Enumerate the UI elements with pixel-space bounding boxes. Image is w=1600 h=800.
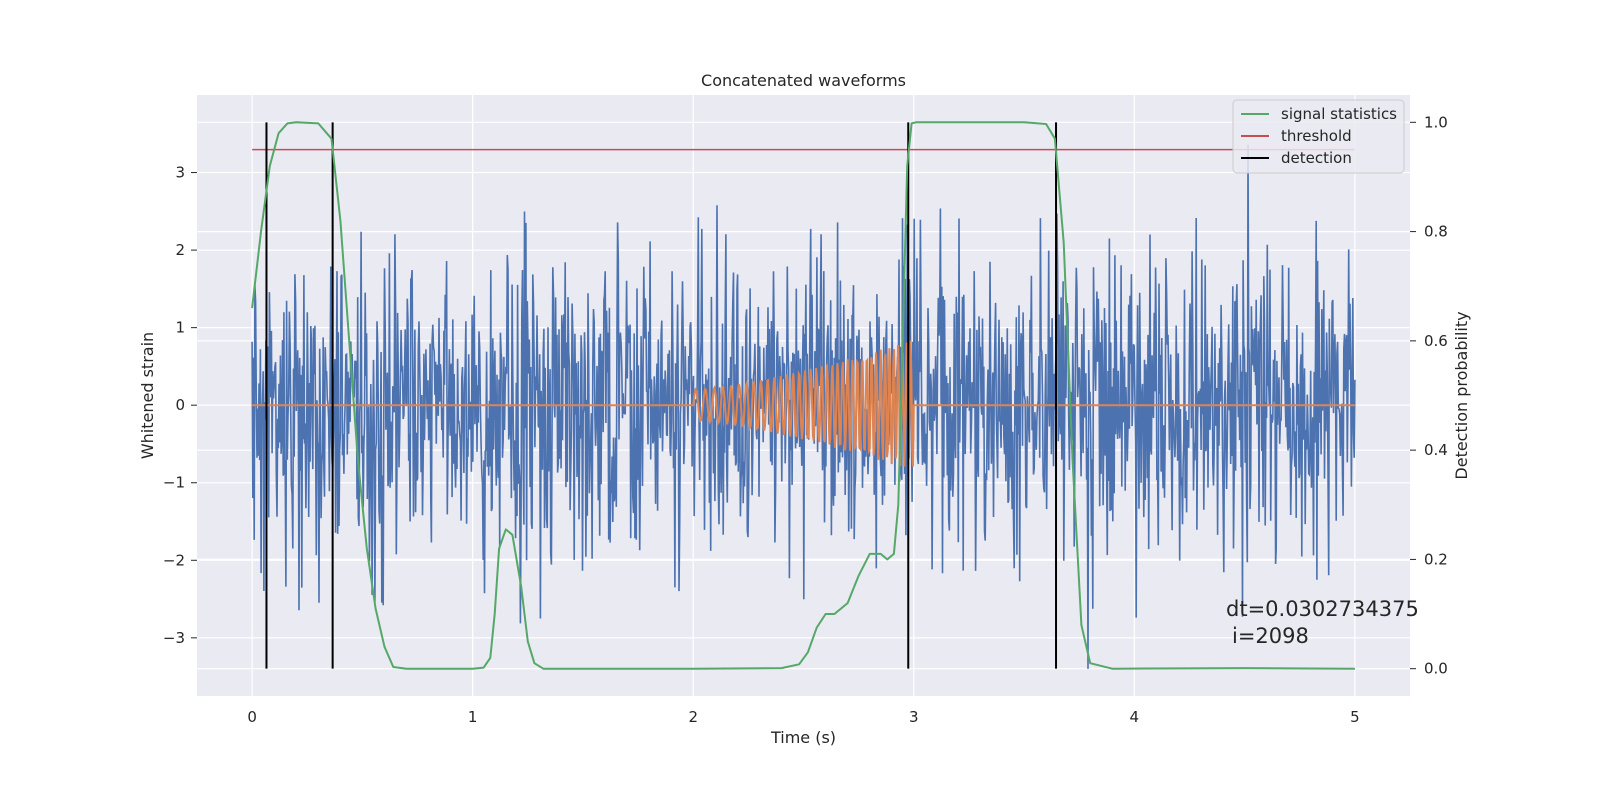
legend-label-detection: detection (1281, 149, 1352, 167)
y-tick-label: −3 (163, 629, 185, 647)
y-right-tick-label: 0.2 (1424, 550, 1448, 568)
x-tick-label: 0 (247, 708, 257, 726)
axes: 0 1 2 3 4 5 −3 −2 −1 0 1 2 3 0.0 0.2 0.4 0.6 0.8 1.0 (163, 113, 1448, 726)
y-tick-label: 3 (175, 164, 185, 182)
annotation-dt: dt=0.0302734375 (1226, 597, 1419, 621)
y-right-tick-label: 0.4 (1424, 441, 1448, 459)
y-tick-label: 0 (175, 396, 185, 414)
legend-label-threshold: threshold (1281, 127, 1352, 145)
injection-line (252, 340, 1355, 467)
x-axis-label: Time (s) (770, 728, 836, 747)
x-tick-label: 3 (909, 708, 919, 726)
x-tick-label: 2 (688, 708, 698, 726)
x-tick-label: 1 (468, 708, 478, 726)
y-tick-label: −1 (163, 474, 185, 492)
y-axis-right-label: Detection probability (1452, 311, 1471, 479)
legend-box (1232, 99, 1405, 174)
x-tick-label: 5 (1350, 708, 1360, 726)
x-tick-label: 4 (1130, 708, 1140, 726)
annotation-i: i=2098 (1232, 624, 1309, 648)
statistics-layer (251, 121, 1355, 670)
y-tick-label: −2 (163, 551, 185, 569)
y-right-tick-label: 0.6 (1424, 332, 1448, 350)
legend-label-signal-statistics: signal statistics (1281, 105, 1397, 123)
y-right-tick-label: 0.0 (1424, 660, 1448, 678)
legend: signal statistics threshold detection (1232, 99, 1405, 174)
y-tick-label: 2 (175, 241, 185, 259)
y-axis-label: Whitened strain (138, 332, 157, 459)
injection-series (252, 340, 1355, 467)
y-tick-label: 1 (175, 319, 185, 337)
noise-series (251, 144, 1356, 669)
y-right-tick-label: 0.8 (1424, 223, 1448, 241)
chart-title: Concatenated waveforms (701, 71, 906, 90)
y-right-tick-label: 1.0 (1424, 113, 1448, 131)
noise-line (251, 144, 1356, 669)
statistics-line (251, 121, 1355, 670)
